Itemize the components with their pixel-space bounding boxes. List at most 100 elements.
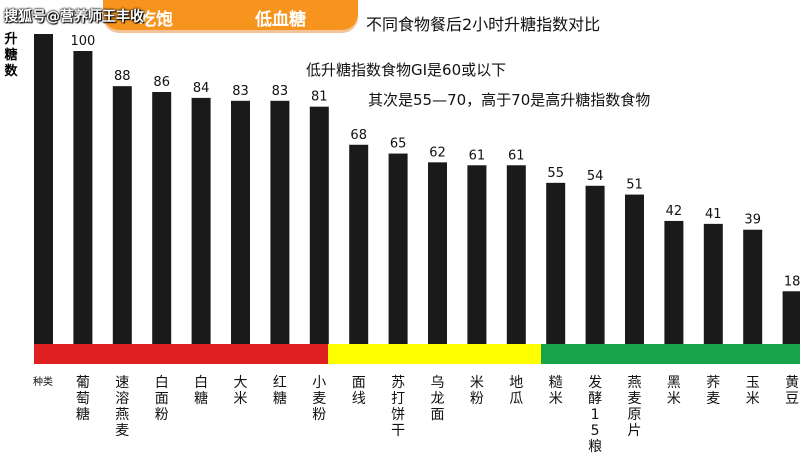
bar-3 bbox=[152, 92, 172, 345]
bar-5 bbox=[231, 100, 250, 344]
note-line-2: 其次是55—70，高于70是高升糖指数食物 bbox=[368, 91, 651, 109]
category-label-10-char-2: 龙 bbox=[431, 391, 445, 407]
category-label-17-char-2: 麦 bbox=[706, 391, 720, 407]
bar-14 bbox=[585, 185, 605, 344]
data-label-4: 84 bbox=[193, 81, 210, 96]
category-label-18-char-2: 米 bbox=[746, 391, 760, 407]
bar-8 bbox=[349, 144, 369, 344]
data-label-18: 39 bbox=[744, 213, 761, 228]
category-label-16-char-2: 米 bbox=[667, 391, 681, 407]
category-label-15-char-1: 燕 bbox=[628, 375, 642, 391]
category-label-6-char-2: 糖 bbox=[273, 391, 287, 407]
bar-18 bbox=[743, 229, 763, 344]
category-label-7-char-3: 粉 bbox=[312, 407, 326, 423]
category-label-19-char-2: 豆 bbox=[785, 391, 799, 407]
badge-left-text: 吃饱 bbox=[139, 10, 173, 30]
bar-16 bbox=[664, 220, 684, 344]
category-label-11-char-1: 米 bbox=[470, 375, 484, 391]
category-label-6-char-1: 红 bbox=[273, 375, 287, 391]
category-label-14-char-3: 1 bbox=[591, 407, 600, 423]
category-label-9-char-2: 打 bbox=[391, 390, 405, 407]
y-axis-label: 升糖数 bbox=[4, 32, 18, 79]
category-label-13-char-1: 糙 bbox=[549, 375, 563, 391]
band-low bbox=[541, 344, 800, 364]
category-label-9-char-1: 苏 bbox=[391, 375, 405, 391]
category-label-3-char-3: 粉 bbox=[155, 407, 169, 423]
category-label-1-char-3: 糖 bbox=[76, 407, 90, 423]
category-label-4-char-1: 白 bbox=[194, 375, 208, 391]
category-label-12-char-2: 瓜 bbox=[509, 391, 523, 407]
bar-6 bbox=[270, 100, 290, 344]
data-label-3: 86 bbox=[153, 75, 170, 90]
data-label-17: 41 bbox=[705, 207, 722, 222]
data-label-12: 61 bbox=[508, 148, 525, 163]
category-label-7-char-1: 小 bbox=[312, 375, 326, 391]
category-label-9-char-4: 干 bbox=[391, 423, 405, 439]
category-label-8-char-1: 面 bbox=[352, 375, 366, 391]
category-label-11-char-2: 粉 bbox=[470, 391, 484, 407]
badge-right-text: 低血糖 bbox=[255, 10, 306, 30]
category-label-16-char-1: 黑 bbox=[667, 375, 681, 391]
bar-unlabeled bbox=[34, 34, 53, 344]
category-label-15-char-4: 片 bbox=[628, 423, 642, 439]
data-label-15: 51 bbox=[626, 178, 643, 193]
category-label-7-char-2: 麦 bbox=[312, 391, 326, 407]
bar-13 bbox=[546, 182, 566, 344]
bar-9 bbox=[388, 153, 408, 344]
bar-4 bbox=[191, 97, 211, 344]
bar-11 bbox=[467, 165, 487, 344]
category-label-2-char-4: 麦 bbox=[115, 423, 129, 439]
category-label-13-char-2: 米 bbox=[549, 391, 563, 407]
category-label-10-char-1: 乌 bbox=[431, 375, 445, 391]
data-label-2: 88 bbox=[114, 69, 131, 84]
data-label-5: 83 bbox=[232, 84, 249, 99]
bar-1 bbox=[73, 51, 93, 344]
category-label-15-char-2: 麦 bbox=[628, 391, 642, 407]
category-label-18-char-1: 玉 bbox=[746, 375, 760, 391]
category-label-17-char-1: 荞 bbox=[706, 375, 720, 391]
category-label-1-char-2: 萄 bbox=[76, 391, 90, 407]
category-label-19-char-1: 黄 bbox=[785, 374, 799, 391]
category-label-3-char-2: 面 bbox=[155, 391, 169, 407]
data-label-11: 61 bbox=[469, 148, 486, 163]
category-label-8-char-2: 线 bbox=[352, 391, 366, 407]
bar-12 bbox=[506, 165, 526, 344]
bar-19 bbox=[782, 291, 800, 344]
note-line-1: 低升糖指数食物GI是60或以下 bbox=[306, 61, 507, 79]
bar-10 bbox=[428, 162, 447, 344]
category-label-14-char-2: 酵 bbox=[588, 391, 602, 407]
data-label-16: 42 bbox=[666, 204, 683, 219]
bar-15 bbox=[625, 194, 644, 344]
band-high bbox=[34, 344, 328, 364]
bar-7 bbox=[309, 106, 329, 344]
bar-17 bbox=[703, 223, 723, 344]
category-label-14-char-5: 粮 bbox=[588, 439, 602, 455]
data-label-8: 68 bbox=[350, 128, 367, 143]
category-label-2-char-1: 速 bbox=[115, 375, 129, 391]
data-label-14: 54 bbox=[587, 169, 604, 184]
category-label-12-char-1: 地 bbox=[509, 375, 523, 391]
chart-title: 不同食物餐后2小时升糖指数对比 bbox=[366, 15, 601, 34]
category-label-15-char-3: 原 bbox=[628, 407, 642, 423]
x-axis-label: 种类 bbox=[33, 375, 53, 388]
data-label-10: 62 bbox=[429, 145, 446, 160]
band-medium bbox=[328, 344, 541, 364]
category-label-2-char-2: 溶 bbox=[115, 391, 129, 407]
category-label-3-char-1: 白 bbox=[155, 375, 169, 391]
watermark-text: 搜狐号@营养师王丰收 bbox=[4, 9, 144, 25]
category-label-5-char-1: 大 bbox=[234, 375, 248, 391]
category-label-14-char-1: 发 bbox=[588, 375, 602, 391]
header-badge: 吃饱 低血糖 bbox=[103, 0, 358, 30]
category-label-14-char-4: 5 bbox=[591, 423, 600, 439]
data-label-13: 55 bbox=[547, 166, 564, 181]
bar-2 bbox=[112, 86, 132, 344]
category-label-2-char-3: 燕 bbox=[115, 407, 129, 423]
category-label-4-char-2: 糖 bbox=[194, 391, 208, 407]
data-label-19: 18 bbox=[784, 274, 800, 289]
data-label-9: 65 bbox=[390, 137, 407, 152]
data-label-6: 83 bbox=[272, 84, 289, 99]
data-label-1: 100 bbox=[70, 34, 95, 49]
category-label-9-char-3: 饼 bbox=[391, 407, 405, 423]
category-label-10-char-3: 面 bbox=[431, 407, 445, 423]
